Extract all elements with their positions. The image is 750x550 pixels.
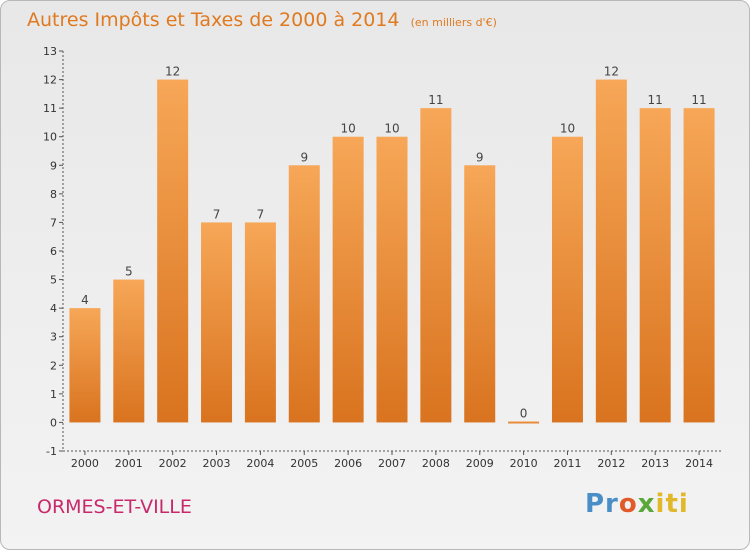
chart-title: Autres Impôts et Taxes de 2000 à 2014 (e… [27,9,497,31]
y-tick-label: 10 [43,131,57,144]
data-label: 9 [476,150,484,164]
bar [420,108,452,423]
data-label: 7 [257,207,265,221]
bar [639,108,671,423]
bar [201,222,233,423]
y-tick-label: 11 [43,102,57,115]
y-tick-label: 8 [50,188,57,201]
data-label: 11 [648,93,663,107]
x-tick-label: 2011 [553,457,581,470]
place-name: ORMES-ET-VILLE [37,496,192,518]
data-label: 10 [384,122,399,136]
data-label: 7 [213,207,221,221]
x-tick-label: 2009 [466,457,494,470]
x-tick-label: 2001 [115,457,143,470]
data-label: 0 [520,406,528,420]
x-tick-label: 2002 [159,457,187,470]
bar [157,79,189,423]
logo-part-1: Pr [585,489,619,519]
data-label: 12 [604,65,619,79]
bar [244,222,276,423]
y-tick-label: 7 [50,216,57,229]
bar [551,136,583,423]
y-tick-label: 1 [50,388,57,401]
x-tick-label: 2010 [510,457,538,470]
bar [376,136,408,423]
data-label: 12 [165,65,180,79]
data-label: 10 [340,122,355,136]
bar [332,136,364,423]
x-tick-label: 2003 [203,457,231,470]
y-tick-label: 2 [50,359,57,372]
bar [113,279,145,423]
bar [69,308,101,423]
data-label: 5 [125,265,133,279]
y-tick-label: -1 [46,445,57,458]
logo-part-2: o [618,489,638,519]
proxiti-logo[interactable]: Proxiti [585,489,689,519]
x-tick-label: 2014 [685,457,713,470]
y-tick-label: 12 [43,74,57,87]
bar [683,108,715,423]
bar [595,79,627,423]
data-label: 4 [81,293,89,307]
data-label: 10 [560,122,575,136]
x-tick-label: 2008 [422,457,450,470]
title-text: Autres Impôts et Taxes de 2000 à 2014 [27,9,400,31]
logo-part-3: x [637,489,656,519]
x-tick-label: 2007 [378,457,406,470]
data-label: 9 [300,150,308,164]
y-tick-label: 5 [50,274,57,287]
x-tick-label: 2005 [290,457,318,470]
y-tick-label: 6 [50,245,57,258]
x-tick-label: 2000 [71,457,99,470]
subtitle-text: (en milliers d'€) [410,16,497,29]
x-tick-label: 2004 [246,457,274,470]
bar [508,421,540,424]
x-tick-label: 2013 [641,457,669,470]
y-tick-label: 3 [50,331,57,344]
y-tick-label: 0 [50,416,57,429]
x-tick-label: 2006 [334,457,362,470]
y-tick-label: 4 [50,302,57,315]
y-tick-label: 13 [43,45,57,58]
logo-part-4: iti [655,489,689,519]
data-label: 11 [691,93,706,107]
y-tick-label: 9 [50,159,57,172]
x-tick-label: 2012 [597,457,625,470]
data-label: 11 [428,93,443,107]
bar [288,165,320,423]
bar [464,165,496,423]
